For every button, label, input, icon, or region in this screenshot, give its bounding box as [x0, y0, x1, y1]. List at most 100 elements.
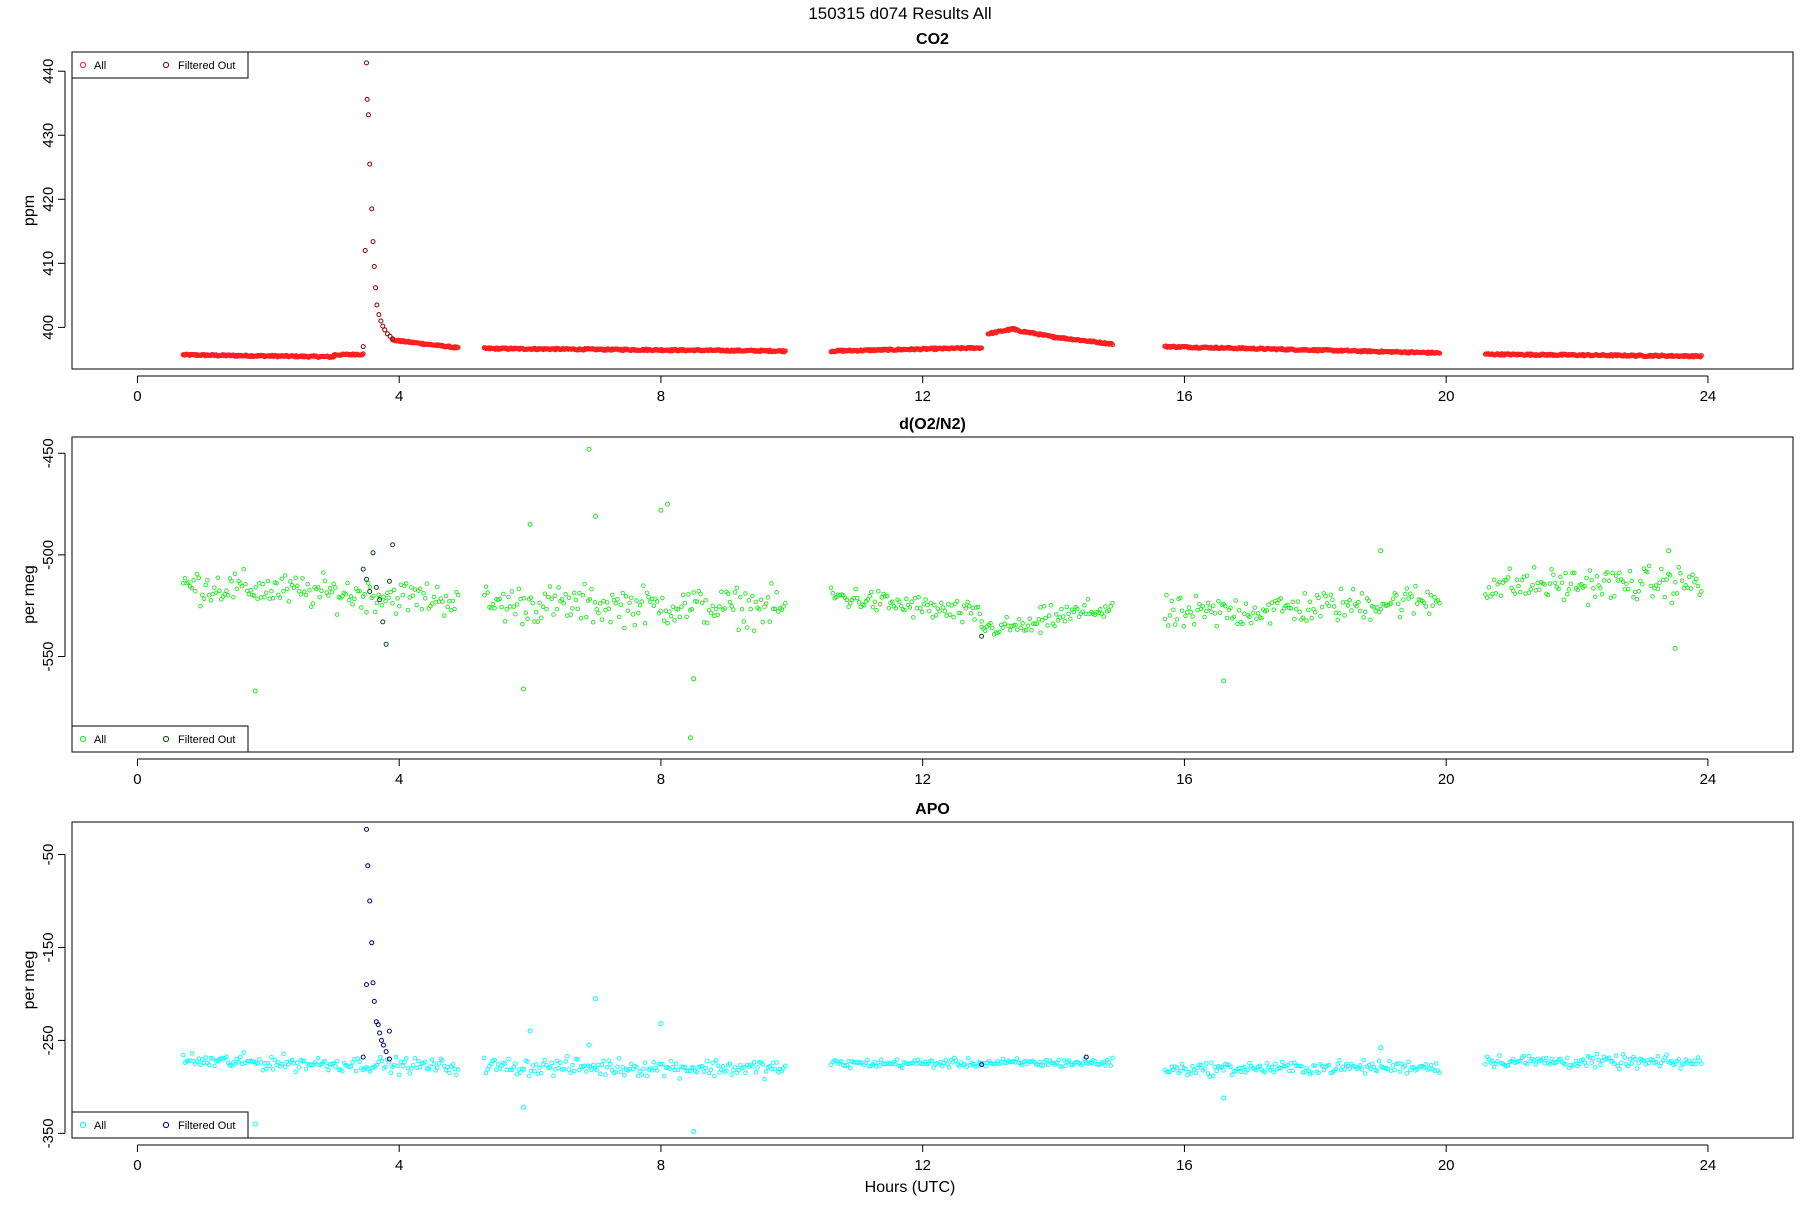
apo-point: [1646, 1060, 1652, 1066]
apo-point: [241, 1050, 246, 1055]
apo-point: [900, 1065, 905, 1071]
o2n2-point: [348, 594, 354, 599]
o2n2-filtered-point: [380, 619, 386, 625]
o2n2-point: [925, 602, 930, 608]
o2n2-point: [440, 599, 445, 604]
apo-title: APO: [915, 801, 950, 818]
o2n2-point: [483, 584, 489, 589]
apo-point: [660, 1061, 665, 1067]
apo-point: [1326, 1062, 1332, 1068]
apo-point: [1565, 1055, 1570, 1061]
apo-point: [526, 1073, 532, 1079]
apo-point: [1342, 1067, 1347, 1072]
o2n2-point: [566, 595, 572, 601]
o2n2-point: [722, 606, 727, 611]
apo-point: [675, 1067, 681, 1073]
apo-point: [732, 1064, 738, 1070]
o2n2-filtered-point: [386, 578, 392, 584]
apo-point: [1257, 1063, 1263, 1069]
o2n2-point: [1328, 592, 1333, 598]
o2n2-point: [928, 600, 934, 606]
o2n2-point: [251, 593, 257, 598]
o2n2-point: [691, 676, 697, 682]
o2n2-point: [301, 589, 307, 595]
o2n2-point: [606, 606, 612, 611]
o2n2-point: [573, 597, 579, 603]
o2n2-point: [539, 615, 544, 620]
o2n2-point: [482, 592, 487, 598]
o2n2-point: [705, 620, 710, 625]
apo-point: [1516, 1058, 1521, 1064]
apo-point: [705, 1058, 710, 1063]
o2n2-point: [1599, 591, 1605, 597]
apo-point: [1190, 1064, 1195, 1069]
apo-point: [551, 1073, 556, 1078]
o2n2-point: [421, 590, 426, 596]
co2-legend-marker-all: [79, 61, 87, 69]
o2n2-point: [248, 588, 253, 593]
o2n2-point: [452, 606, 457, 612]
apo-point: [1387, 1058, 1392, 1064]
o2n2-point: [1326, 603, 1332, 609]
apo-point: [429, 1057, 435, 1062]
apo-point: [1681, 1062, 1687, 1067]
o2n2-point: [357, 588, 362, 594]
apo-point: [708, 1067, 714, 1073]
o2n2-point: [1316, 595, 1321, 601]
o2n2-point: [374, 600, 380, 606]
o2n2-point: [1570, 570, 1575, 576]
apo-point: [533, 1062, 539, 1067]
apo-point: [322, 1058, 328, 1064]
o2n2-point: [1354, 603, 1359, 609]
o2n2-point: [699, 600, 705, 605]
o2n2-point: [1340, 600, 1346, 605]
apo-point: [661, 1073, 667, 1079]
o2n2-point: [1526, 590, 1532, 595]
apo-point: [644, 1073, 650, 1079]
apo-point: [760, 1062, 766, 1067]
apo-point: [613, 1069, 618, 1075]
apo-point: [1423, 1061, 1429, 1067]
o2n2-point: [511, 604, 516, 609]
apo-point: [279, 1061, 285, 1067]
apo-point: [1066, 1058, 1072, 1063]
apo-point: [422, 1059, 428, 1065]
o2n2-point: [1493, 591, 1499, 596]
o2n2-point: [1585, 602, 1591, 608]
co2-x-tick-label: 12: [914, 388, 931, 405]
o2n2-point: [343, 591, 348, 597]
apo-point: [1045, 1062, 1051, 1067]
o2n2-point: [677, 614, 682, 620]
apo-point: [295, 1060, 300, 1065]
o2n2-point: [1498, 593, 1504, 599]
apo-point: [599, 1062, 605, 1067]
apo-point: [1544, 1055, 1549, 1061]
o2n2-point: [1582, 583, 1587, 589]
apo-point: [1198, 1062, 1204, 1068]
apo-point: [1363, 1071, 1368, 1076]
apo-point: [1061, 1058, 1067, 1063]
apo-y-tick-label: -150: [40, 932, 57, 962]
apo-point: [334, 1058, 340, 1064]
apo-point: [1563, 1061, 1568, 1067]
o2n2-point: [384, 590, 390, 596]
o2n2-point: [877, 602, 883, 607]
o2n2-point: [193, 588, 198, 594]
o2n2-point: [1015, 627, 1020, 632]
apo-point: [622, 1073, 627, 1078]
o2n2-point: [684, 614, 689, 620]
o2n2-point: [732, 590, 738, 595]
apo-point: [414, 1065, 419, 1070]
o2n2-point: [1606, 578, 1612, 584]
o2n2-point: [751, 628, 757, 633]
o2n2-point: [1578, 581, 1584, 587]
apo-point: [590, 1062, 596, 1068]
apo-point: [604, 1065, 610, 1070]
apo-point: [1634, 1066, 1640, 1071]
o2n2-point: [540, 604, 546, 610]
o2n2-point: [372, 609, 378, 615]
apo-filtered-point: [383, 1049, 389, 1055]
apo-point: [1394, 1061, 1399, 1067]
o2n2-point: [734, 585, 740, 590]
o2n2-point: [912, 595, 918, 601]
